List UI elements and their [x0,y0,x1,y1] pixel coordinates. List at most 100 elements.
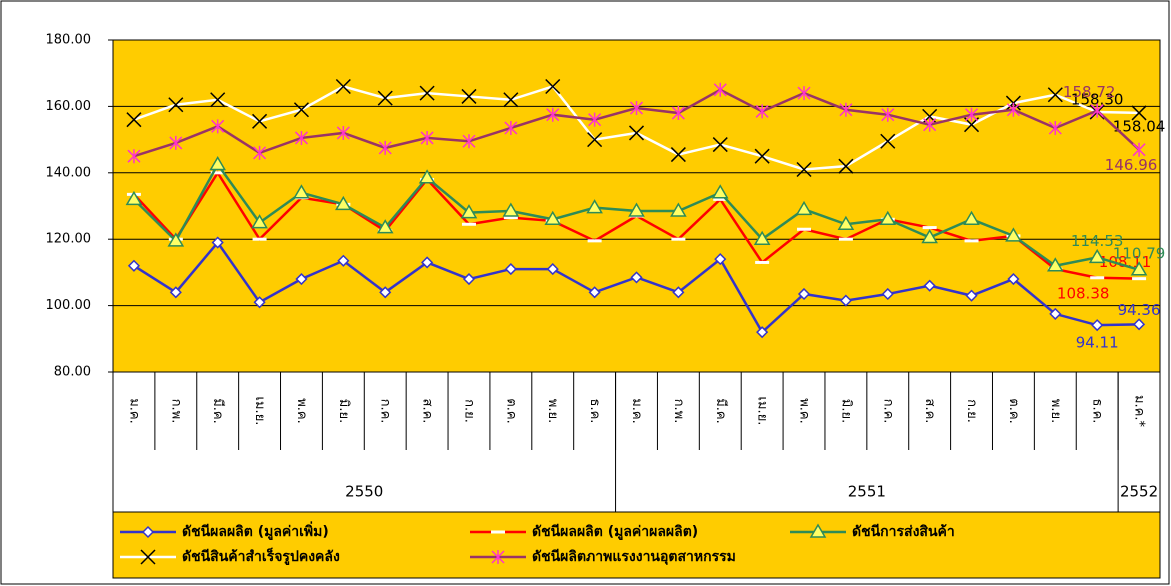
marker [1091,319,1104,332]
marker [713,197,728,201]
x-tick-label: ธ.ค. [587,399,602,424]
marker [337,254,350,267]
marker [713,82,727,97]
marker [336,125,350,140]
marker [964,239,979,243]
marker [588,112,602,127]
marker [963,210,980,226]
marker [503,216,518,220]
marker [797,287,811,301]
legend [112,511,1161,579]
marker [462,134,476,149]
x-tick-label: พ.ย. [1048,399,1063,423]
marker [965,289,978,302]
x-tick-label: ก.ย. [461,399,476,423]
y-tick-label: 100.00 [46,298,92,313]
value-label: 94.36 [1118,301,1161,319]
marker [335,195,352,211]
marker [630,271,643,284]
marker [252,113,268,129]
marker [838,158,854,174]
marker [546,263,559,276]
x-tick-label: เม.ย. [252,397,267,426]
marker [809,523,827,538]
marker [1088,248,1106,264]
legend-label: ดัชนีผลผลิต (มูลค่าเพิ่ม) [182,521,329,540]
value-label: 94.11 [1076,334,1119,352]
marker [461,88,477,104]
marker [460,204,478,219]
marker [711,184,729,199]
marker [588,286,601,299]
legend-label: ดัชนีสินค้าสำเร็จรูปคงคลัง [182,547,340,565]
marker [1046,257,1064,272]
x-tick-label: พ.ย. [545,399,560,423]
x-tick-label: มี.ค. [713,398,729,424]
marker [210,171,225,175]
group-label: 2552 [1120,483,1158,501]
x-tick-label: พ.ค. [797,398,812,424]
marker [1007,272,1020,286]
marker [671,237,686,241]
x-tick-label: ต.ค. [1006,398,1021,423]
marker [1132,318,1146,331]
marker [504,120,518,135]
x-tick-label: ม.ค. [126,398,141,424]
marker [1132,142,1146,157]
marker [544,210,562,226]
marker [753,230,771,245]
marker [545,78,561,95]
group-label: 2550 [345,483,383,501]
marker [796,161,812,178]
marker [376,219,394,234]
marker [140,549,156,565]
marker [1132,277,1147,281]
x-tick-label: ก.ค. [378,399,393,424]
marker [1130,261,1148,276]
marker [670,147,686,163]
marker [462,272,476,286]
marker [712,137,728,153]
x-tick-label: มี.ค. [210,398,226,424]
marker [586,199,603,214]
marker [418,169,436,184]
marker [419,85,435,101]
marker [293,102,309,118]
marker [714,253,727,266]
x-tick-label: ก.พ. [168,399,183,424]
marker [127,259,141,272]
marker [879,210,897,226]
marker [839,102,853,117]
marker [755,104,769,119]
value-label: 114.53 [1071,232,1124,250]
x-tick-label: ก.ค. [880,399,895,424]
marker [420,130,434,145]
marker [211,236,224,249]
marker [1131,105,1147,121]
marker [251,214,268,229]
value-label: 108.38 [1057,284,1110,302]
marker [252,237,267,241]
marker [1048,120,1062,135]
y-tick-label: 140.00 [46,165,92,180]
marker [1006,102,1020,117]
value-label: 158.30 [1071,91,1124,109]
marker [670,202,687,217]
x-tick-label: ก.พ. [671,399,686,424]
value-label: 110.79 [1113,244,1166,262]
marker [755,260,770,264]
x-tick-label: มิ.ย. [336,399,351,423]
marker [1049,307,1062,320]
marker [211,119,225,134]
marker [503,92,519,108]
marker [253,145,267,160]
marker [168,97,184,113]
marker [923,117,937,132]
value-label: 158.72 [1063,83,1116,101]
y-tick-label: 160.00 [46,99,92,114]
marker [253,296,266,309]
y-tick-label: 180.00 [46,33,92,48]
y-tick-label: 80.00 [54,365,91,380]
marker [629,101,644,116]
marker [672,286,685,299]
